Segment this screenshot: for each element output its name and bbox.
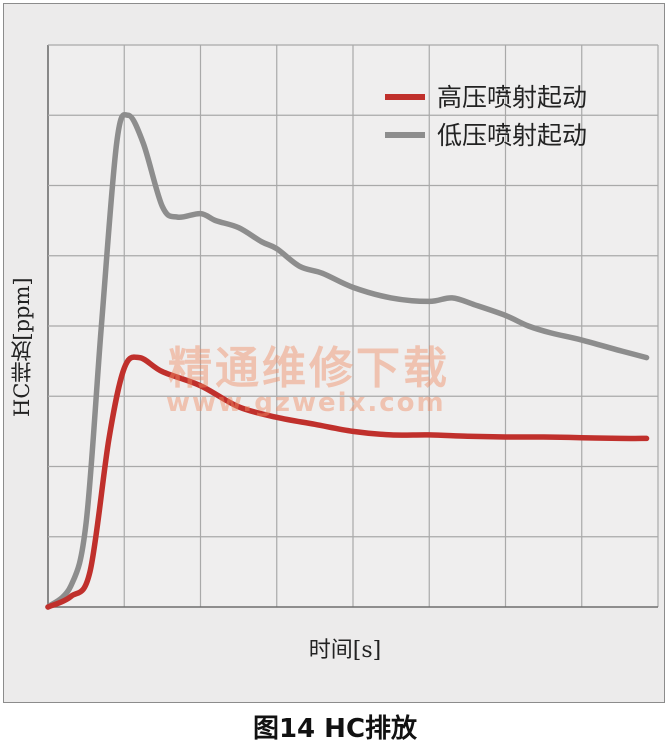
x-axis-label: 时间[s] [308, 638, 382, 663]
series-line-0 [45, 354, 650, 610]
y-axis-label: HC排放[ppm] [10, 277, 34, 417]
figure-caption: 图14 HC排放 [252, 714, 418, 744]
series-line-1 [45, 111, 650, 610]
legend-label-0: 高压喷射起动 [437, 83, 587, 112]
grid [47, 44, 659, 608]
legend-label-1: 低压喷射起动 [437, 121, 587, 150]
series-lines [45, 111, 650, 610]
